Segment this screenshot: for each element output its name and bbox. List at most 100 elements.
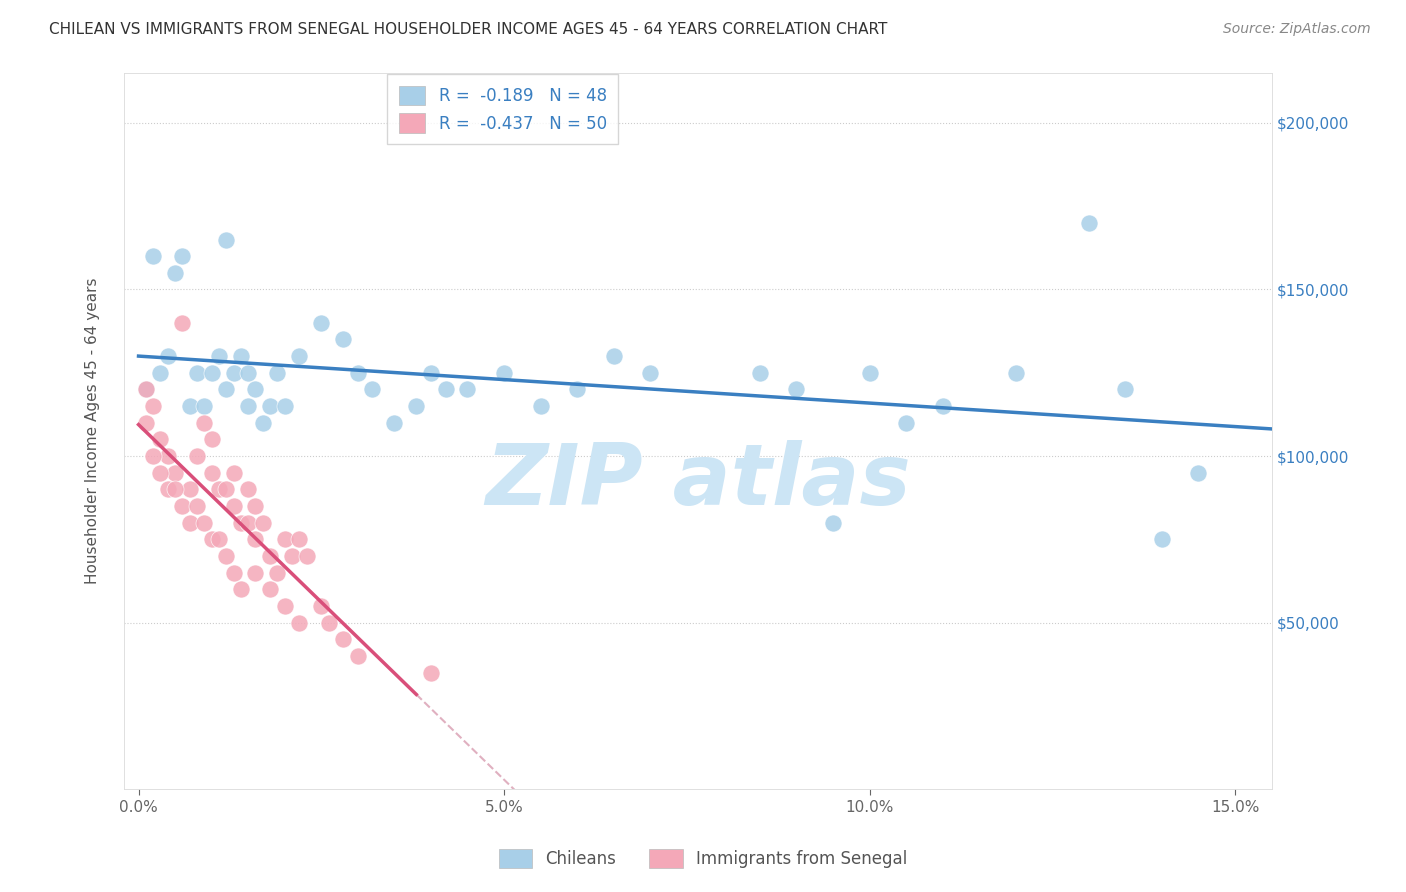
Point [186, 499, 208, 513]
Point [245, 499, 267, 513]
Point [332, 333, 354, 347]
Point [238, 516, 260, 530]
Point [149, 466, 172, 480]
Point [1077, 216, 1099, 230]
Point [135, 383, 157, 397]
Point [215, 483, 238, 497]
Point [135, 383, 157, 397]
Point [172, 316, 194, 330]
Point [215, 549, 238, 563]
Point [252, 516, 274, 530]
Point [201, 466, 224, 480]
Point [208, 349, 231, 363]
Point [1004, 366, 1026, 380]
Point [229, 516, 252, 530]
Point [274, 533, 297, 547]
Point [456, 383, 478, 397]
Point [259, 399, 281, 413]
Point [638, 366, 661, 380]
Point [193, 516, 215, 530]
Point [142, 249, 165, 263]
Point [193, 399, 215, 413]
Point [347, 366, 370, 380]
Point [222, 566, 245, 580]
Point [311, 599, 333, 613]
Point [208, 483, 231, 497]
Point [238, 399, 260, 413]
Text: CHILEAN VS IMMIGRANTS FROM SENEGAL HOUSEHOLDER INCOME AGES 45 - 64 YEARS CORRELA: CHILEAN VS IMMIGRANTS FROM SENEGAL HOUSE… [49, 22, 887, 37]
Point [281, 549, 304, 563]
Point [238, 366, 260, 380]
Point [361, 383, 384, 397]
Point [156, 483, 179, 497]
Point [201, 433, 224, 447]
Point [405, 399, 427, 413]
Point [894, 416, 917, 430]
Point [142, 449, 165, 463]
Point [179, 399, 201, 413]
Point [245, 533, 267, 547]
Point [434, 383, 457, 397]
Text: ZIP atlas: ZIP atlas [485, 440, 911, 523]
Point [565, 383, 588, 397]
Point [931, 399, 953, 413]
Point [149, 433, 172, 447]
Point [179, 483, 201, 497]
Point [222, 466, 245, 480]
Point [266, 566, 288, 580]
Legend: Chileans, Immigrants from Senegal: Chileans, Immigrants from Senegal [492, 842, 914, 875]
Point [1187, 466, 1209, 480]
Point [135, 416, 157, 430]
Point [295, 549, 318, 563]
Point [858, 366, 880, 380]
Point [156, 349, 179, 363]
Point [156, 449, 179, 463]
Point [259, 582, 281, 597]
Point [1114, 383, 1136, 397]
Point [238, 483, 260, 497]
Text: Source: ZipAtlas.com: Source: ZipAtlas.com [1223, 22, 1371, 37]
Point [1150, 533, 1173, 547]
Point [142, 399, 165, 413]
Point [186, 449, 208, 463]
Point [785, 383, 807, 397]
Point [288, 349, 311, 363]
Point [172, 499, 194, 513]
Point [208, 533, 231, 547]
Point [165, 483, 187, 497]
Point [186, 366, 208, 380]
Point [245, 383, 267, 397]
Point [165, 466, 187, 480]
Point [382, 416, 405, 430]
Point [193, 416, 215, 430]
Point [149, 366, 172, 380]
Point [215, 383, 238, 397]
Point [419, 665, 441, 680]
Point [172, 249, 194, 263]
Point [318, 615, 340, 630]
Legend: R =  -0.189   N = 48, R =  -0.437   N = 50: R = -0.189 N = 48, R = -0.437 N = 50 [387, 74, 619, 145]
Point [332, 632, 354, 647]
Point [288, 615, 311, 630]
Point [821, 516, 844, 530]
Point [529, 399, 551, 413]
Point [259, 549, 281, 563]
Point [201, 366, 224, 380]
Point [266, 366, 288, 380]
Point [201, 533, 224, 547]
Point [311, 316, 333, 330]
Y-axis label: Householder Income Ages 45 - 64 years: Householder Income Ages 45 - 64 years [86, 277, 100, 584]
Point [274, 399, 297, 413]
Point [419, 366, 441, 380]
Point [222, 499, 245, 513]
Point [229, 582, 252, 597]
Point [347, 648, 370, 663]
Point [222, 366, 245, 380]
Point [748, 366, 770, 380]
Point [165, 266, 187, 280]
Point [492, 366, 515, 380]
Point [288, 533, 311, 547]
Point [179, 516, 201, 530]
Point [274, 599, 297, 613]
Point [602, 349, 624, 363]
